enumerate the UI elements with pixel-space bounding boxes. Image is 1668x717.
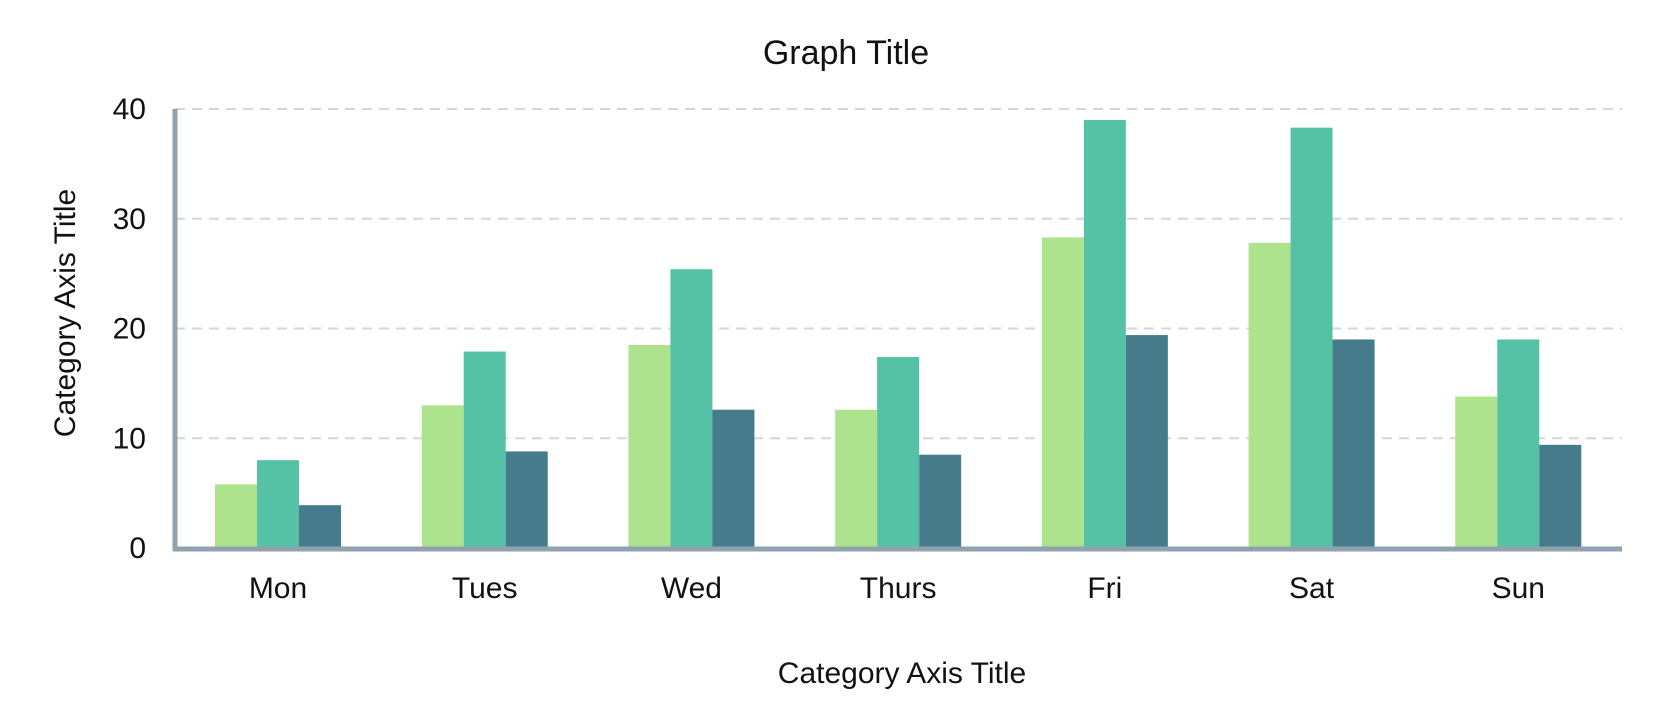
- bar: [1083, 119, 1126, 548]
- bar: [877, 357, 920, 548]
- bars: [215, 119, 1582, 548]
- bar: [257, 460, 299, 548]
- x-axis-title: Category Axis Title: [778, 657, 1026, 690]
- x-tick-label: Thurs: [860, 572, 937, 605]
- bar: [670, 269, 713, 548]
- y-tick-label: 10: [113, 422, 146, 455]
- bar: [1248, 242, 1291, 548]
- chart-title: Graph Title: [763, 34, 929, 72]
- x-tick-label: Wed: [661, 572, 722, 605]
- bar: [919, 454, 962, 548]
- bar: [1455, 396, 1498, 548]
- y-tick-label: 40: [113, 93, 146, 126]
- bar: [299, 505, 341, 548]
- y-tick-labels: 0 10 20 30 40: [113, 93, 146, 565]
- x-tick-label: Sun: [1492, 572, 1545, 605]
- bar: [712, 409, 755, 548]
- bar: [1125, 335, 1168, 548]
- bar: [421, 405, 464, 548]
- y-tick-label: 30: [113, 203, 146, 236]
- bar: [463, 351, 506, 548]
- bar: [835, 409, 878, 548]
- bar: [1539, 444, 1582, 548]
- bar: [1041, 237, 1084, 548]
- x-tick-label: Tues: [452, 572, 518, 605]
- bar: [215, 484, 257, 548]
- x-tick-labels: Mon Tues Wed Thurs Fri Sat Sun: [249, 572, 1545, 605]
- y-tick-label: 0: [129, 532, 146, 565]
- bar: [505, 451, 548, 548]
- x-tick-label: Mon: [249, 572, 307, 605]
- bar: [1332, 339, 1375, 548]
- x-tick-label: Sat: [1289, 572, 1335, 605]
- axes: [172, 109, 1622, 552]
- bar: [1497, 339, 1540, 548]
- y-axis-title: Category Axis Title: [49, 189, 82, 437]
- y-tick-label: 20: [113, 313, 146, 346]
- bar: [1290, 127, 1333, 548]
- bar: [628, 344, 671, 548]
- x-tick-label: Fri: [1087, 572, 1122, 605]
